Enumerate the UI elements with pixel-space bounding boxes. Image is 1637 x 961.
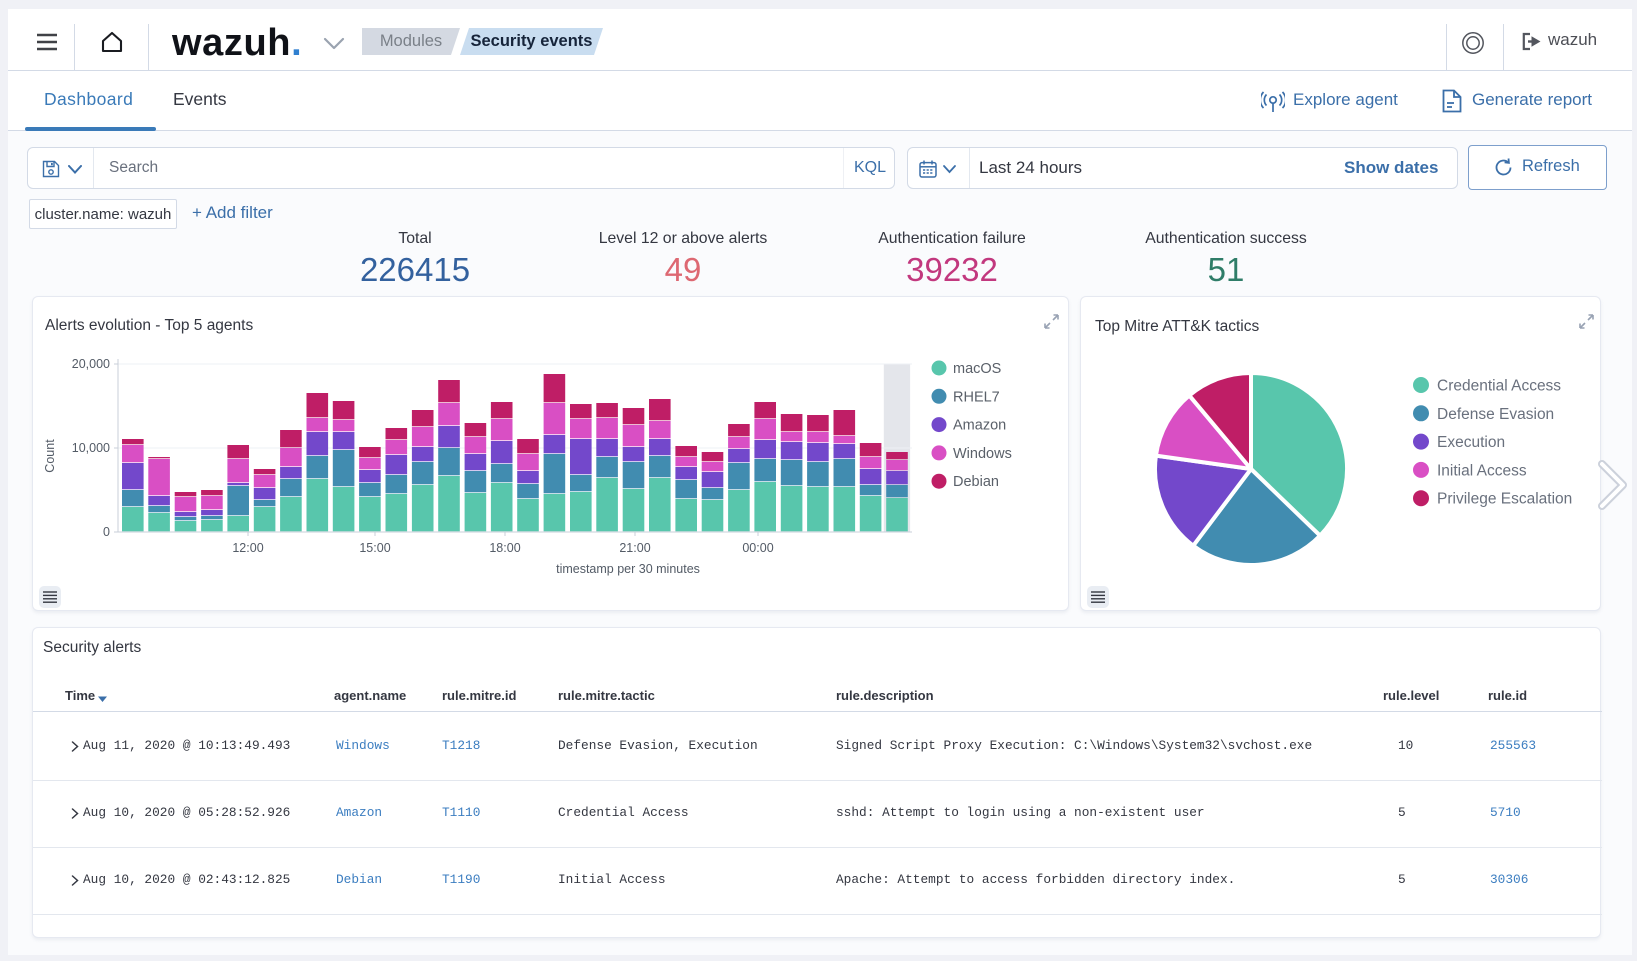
svg-text:Windows: Windows (953, 446, 1012, 462)
svg-text:12:00: 12:00 (232, 541, 263, 555)
svg-text:Initial Access: Initial Access (1437, 462, 1527, 479)
svg-text:Count: Count (43, 439, 57, 473)
svg-text:Amazon: Amazon (953, 418, 1006, 434)
svg-text:RHEL7: RHEL7 (953, 389, 1000, 405)
svg-text:0: 0 (103, 525, 110, 539)
svg-text:20,000: 20,000 (72, 357, 110, 371)
svg-text:21:00: 21:00 (619, 541, 650, 555)
svg-text:Privilege Escalation: Privilege Escalation (1437, 491, 1572, 508)
svg-text:timestamp per 30 minutes: timestamp per 30 minutes (556, 562, 700, 576)
svg-text:macOS: macOS (953, 361, 1001, 377)
svg-text:15:00: 15:00 (359, 541, 390, 555)
svg-text:Debian: Debian (953, 474, 999, 490)
svg-text:Credential Access: Credential Access (1437, 378, 1561, 395)
svg-text:10,000: 10,000 (72, 441, 110, 455)
svg-text:18:00: 18:00 (489, 541, 520, 555)
svg-text:Execution: Execution (1437, 434, 1505, 451)
svg-text:Defense Evasion: Defense Evasion (1437, 406, 1554, 423)
svg-text:00:00: 00:00 (742, 541, 773, 555)
